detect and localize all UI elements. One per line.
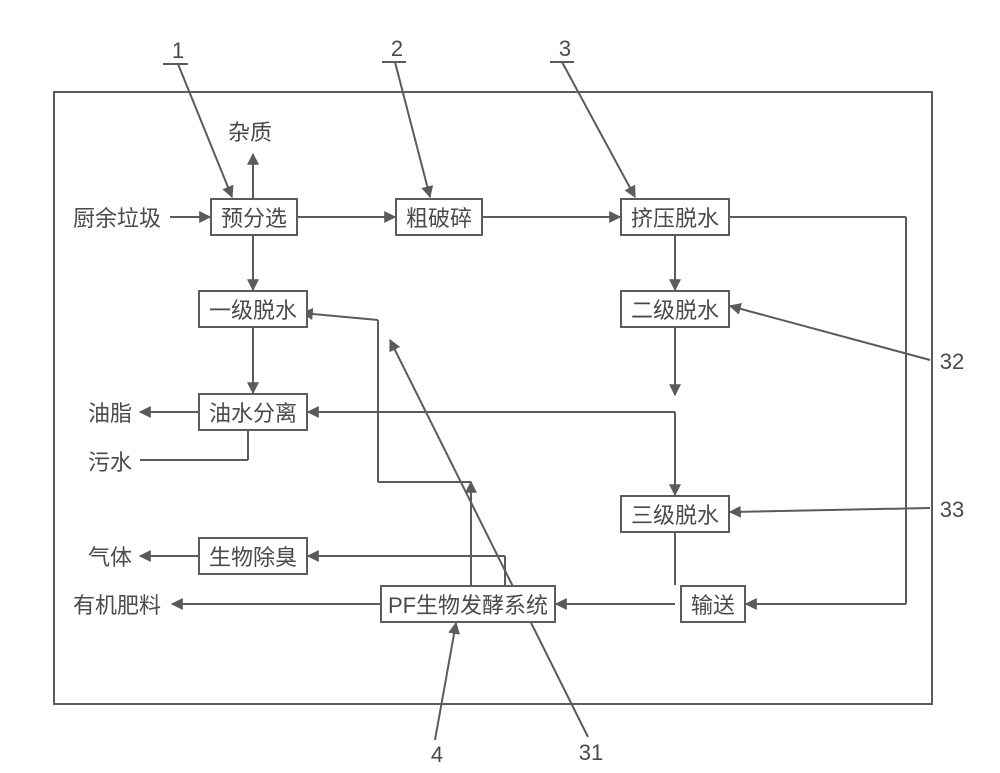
diagram-container: 预分选 粗破碎 挤压脱水一级脱水 二级脱水油水分离三级脱水生物除臭 PF生物发酵系统 输送… (0, 0, 1000, 773)
node-extrude: 挤压脱水 (620, 198, 730, 236)
node-presort: 预分选 (210, 198, 298, 236)
node-dewat2: 二级脱水 (620, 290, 730, 328)
label-oil: 油脂 (80, 397, 140, 427)
label-fert: 有机肥料 (62, 589, 172, 619)
label-sewage: 污水 (80, 446, 140, 476)
node-label-dewat1: 一级脱水 (209, 293, 297, 325)
node-label-dewat2: 二级脱水 (631, 293, 719, 325)
node-label-dewat3: 三级脱水 (631, 498, 719, 530)
node-transport: 输送 (680, 585, 746, 623)
label-impurity: 杂质 (220, 116, 280, 146)
label-ref4: 4 (425, 742, 449, 768)
label-gas: 气体 (80, 541, 140, 571)
label-ref3: 3 (553, 36, 577, 62)
node-label-oilsep: 油水分离 (209, 396, 297, 428)
label-ref33: 33 (934, 497, 970, 523)
label-ref32: 32 (934, 349, 970, 375)
node-label-pf: PF生物发酵系统 (388, 588, 548, 620)
node-crush: 粗破碎 (395, 198, 483, 236)
node-dewat3: 三级脱水 (620, 495, 730, 533)
node-label-presort: 预分选 (221, 201, 287, 233)
node-label-crush: 粗破碎 (406, 201, 472, 233)
node-pf: PF生物发酵系统 (380, 585, 556, 623)
label-input: 厨余垃圾 (62, 202, 172, 232)
node-oilsep: 油水分离 (198, 393, 308, 431)
diagram-svg (0, 0, 1000, 773)
label-ref2: 2 (385, 36, 409, 62)
node-dewat1: 一级脱水 (198, 290, 308, 328)
node-label-transport: 输送 (691, 588, 735, 620)
node-label-extrude: 挤压脱水 (631, 201, 719, 233)
node-deodor: 生物除臭 (198, 537, 308, 575)
node-label-deodor: 生物除臭 (209, 540, 297, 572)
label-ref1: 1 (166, 38, 190, 64)
label-ref31: 31 (573, 740, 609, 766)
